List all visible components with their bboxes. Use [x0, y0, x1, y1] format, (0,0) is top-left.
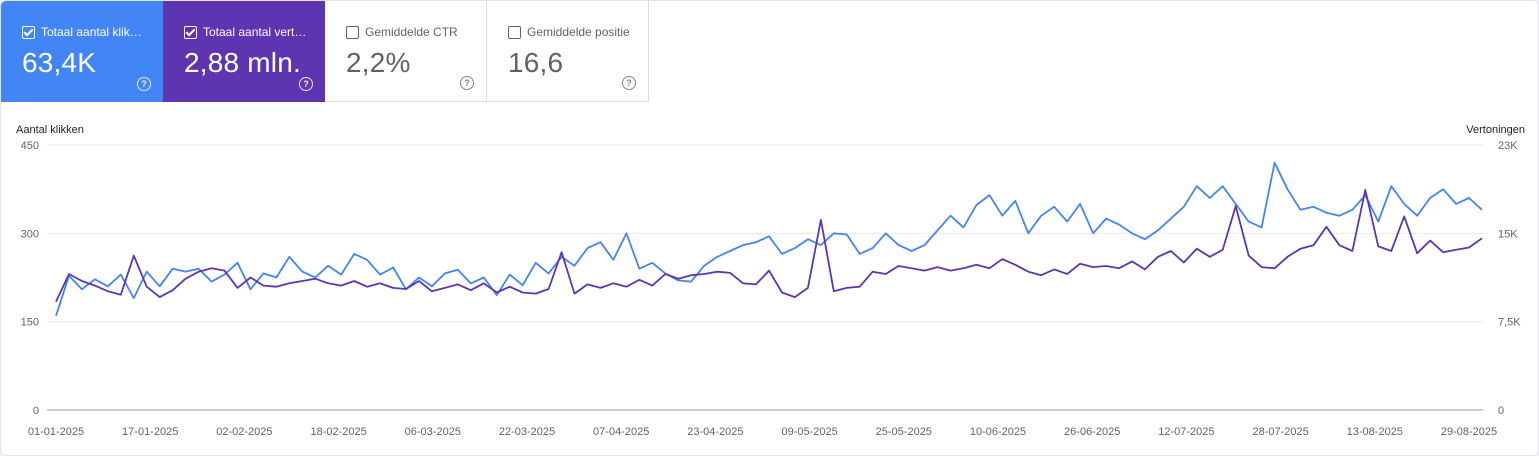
metric-value: 16,6 [508, 47, 564, 78]
metric-cards: Totaal aantal klik… 63,4K ? Totaal aanta… [1, 1, 649, 102]
y-right-tick-label: 15K [1498, 228, 1518, 240]
y-left-tick-label: 0 [33, 405, 39, 417]
right-axis-title: Vertoningen [1466, 124, 1525, 136]
x-tick-label: 28-07-2025 [1252, 426, 1308, 438]
help-icon[interactable]: ? [460, 76, 474, 90]
metric-card-ctr[interactable]: Gemiddelde CTR 2,2% ? [325, 1, 487, 102]
x-tick-label: 09-05-2025 [781, 426, 837, 438]
x-tick-label: 17-01-2025 [122, 426, 178, 438]
help-icon[interactable]: ? [622, 76, 636, 90]
y-left-tick-label: 150 [21, 317, 39, 329]
x-tick-label: 23-04-2025 [687, 426, 743, 438]
x-tick-label: 02-02-2025 [216, 426, 272, 438]
x-tick-label: 26-06-2025 [1064, 426, 1120, 438]
help-icon[interactable]: ? [299, 77, 313, 91]
x-tick-label: 22-03-2025 [499, 426, 555, 438]
impressions-series-line [55, 188, 1483, 303]
metric-card-impressions[interactable]: Totaal aantal vert… 2,88 mln. ? [163, 1, 325, 102]
x-tick-label: 06-03-2025 [405, 426, 461, 438]
metric-card-position[interactable]: Gemiddelde positie 16,6 ? [487, 1, 649, 102]
y-left-tick-label: 300 [21, 228, 39, 240]
y-right-tick-label: 23K [1498, 140, 1518, 152]
metric-value: 2,88 mln. [184, 47, 301, 78]
x-tick-label: 07-04-2025 [593, 426, 649, 438]
metric-value: 2,2% [346, 47, 411, 78]
checkbox-checked-icon[interactable] [184, 25, 197, 39]
x-tick-label: 13-08-2025 [1347, 426, 1403, 438]
clicks-series-line [55, 161, 1483, 317]
checkbox-unchecked-icon[interactable] [346, 25, 359, 39]
x-tick-label: 12-07-2025 [1158, 426, 1214, 438]
x-tick-label: 25-05-2025 [876, 426, 932, 438]
x-tick-label: 18-02-2025 [310, 426, 366, 438]
y-right-tick-label: 0 [1498, 405, 1504, 417]
metric-value: 63,4K [22, 47, 97, 78]
left-axis-title: Aantal klikken [16, 124, 84, 136]
x-tick-label: 29-08-2025 [1441, 426, 1497, 438]
checkbox-checked-icon[interactable] [22, 25, 35, 39]
metric-card-clicks[interactable]: Totaal aantal klik… 63,4K ? [1, 1, 163, 102]
help-icon[interactable]: ? [137, 77, 151, 91]
x-tick-label: 01-01-2025 [28, 426, 84, 438]
y-right-tick-label: 7,5K [1498, 317, 1521, 329]
x-tick-label: 10-06-2025 [970, 426, 1026, 438]
checkbox-unchecked-icon[interactable] [508, 25, 521, 39]
y-left-tick-label: 450 [21, 140, 39, 152]
